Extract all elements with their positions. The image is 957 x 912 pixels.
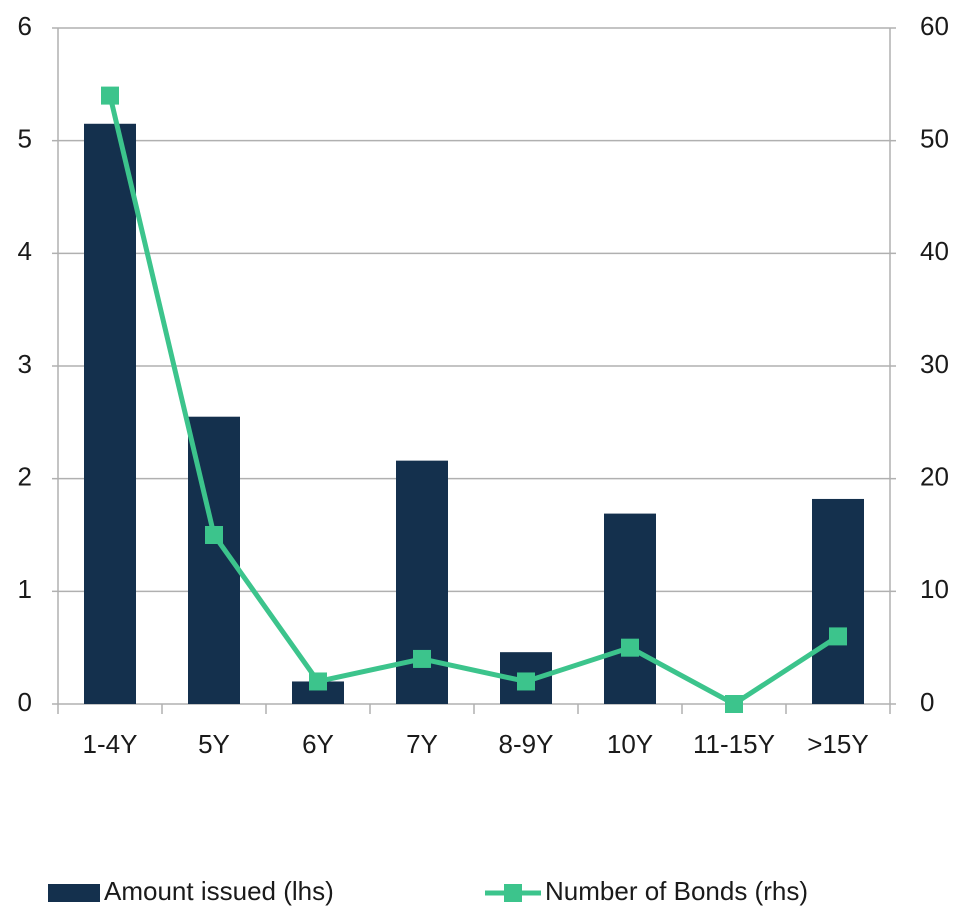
- legend-label: Number of Bonds (rhs): [545, 876, 808, 906]
- y-tick-label: 1: [18, 574, 32, 604]
- marker: [621, 638, 639, 657]
- marker: [725, 695, 743, 713]
- bar: [84, 123, 136, 705]
- y-tick-label: 6: [18, 11, 32, 41]
- y-tick-label: 4: [18, 236, 32, 266]
- y-tick-label: 3: [18, 349, 32, 379]
- marker: [205, 526, 223, 544]
- y2-tick-label: 10: [920, 574, 949, 604]
- y-tick-label: 0: [18, 687, 32, 717]
- marker: [413, 649, 431, 668]
- y2-tick-label: 30: [920, 349, 949, 379]
- y2-tick-label: 20: [920, 462, 949, 492]
- y2-tick-label: 60: [920, 11, 949, 41]
- x-tick-label: 8-9Y: [499, 729, 554, 759]
- marker: [829, 627, 847, 646]
- bar: [812, 498, 864, 704]
- y-tick-label: 2: [18, 462, 32, 492]
- y-tick-label: 5: [18, 124, 32, 154]
- x-tick-label: 6Y: [302, 729, 334, 759]
- bar: [292, 681, 344, 704]
- x-tick-label: >15Y: [807, 729, 868, 759]
- y2-tick-label: 50: [920, 124, 949, 154]
- y2-tick-label: 40: [920, 236, 949, 266]
- marker: [101, 86, 119, 105]
- x-tick-label: 1-4Y: [83, 729, 138, 759]
- marker: [517, 672, 535, 691]
- legend-label: Amount issued (lhs): [104, 876, 334, 906]
- y2-tick-label: 0: [920, 687, 934, 717]
- bar: [604, 513, 656, 704]
- legend-marker: [504, 884, 522, 902]
- line: [107, 95, 840, 707]
- x-tick-label: 10Y: [607, 729, 653, 759]
- legend-swatch: [48, 884, 100, 902]
- x-tick-label: 7Y: [406, 729, 438, 759]
- x-tick-label: 5Y: [198, 729, 230, 759]
- marker: [309, 672, 327, 691]
- x-tick-label: 11-15Y: [693, 729, 775, 759]
